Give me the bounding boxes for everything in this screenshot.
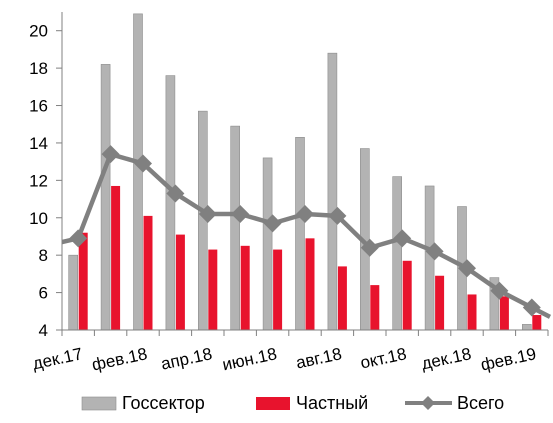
bar-chastny (143, 215, 153, 330)
total-line-marker (198, 205, 217, 224)
y-tick-label: 16 (29, 97, 48, 116)
x-tick-label: фев.19 (479, 344, 538, 374)
bar-gossektor (295, 137, 305, 331)
legend-label-gossektor: Госсектор (122, 393, 205, 413)
bar-chastny (175, 234, 185, 330)
bar-chastny (111, 185, 121, 330)
bar-chastny (370, 285, 380, 330)
bar-chastny (435, 275, 445, 330)
bar-chastny (499, 296, 509, 330)
x-tick-label: июн.18 (221, 344, 279, 374)
total-line-marker (263, 214, 282, 233)
bar-chastny (337, 266, 347, 330)
y-tick-label: 12 (29, 171, 48, 190)
total-line-marker (425, 242, 444, 261)
total-line-marker (490, 281, 509, 300)
total-line-marker (231, 205, 250, 224)
y-tick-label: 14 (29, 134, 48, 153)
bar-chastny (240, 245, 250, 330)
bar-gossektor (165, 75, 176, 331)
legend-swatch-marker (421, 396, 435, 410)
total-line-marker (101, 145, 120, 164)
legend-label-chastny: Частный (296, 393, 368, 413)
bar-chastny (273, 249, 283, 330)
bar-chastny (532, 315, 542, 330)
bar-gossektor (327, 52, 338, 331)
total-line-marker (69, 229, 88, 248)
y-tick-label: 6 (39, 284, 48, 303)
y-tick-label: 4 (39, 321, 48, 340)
y-tick-label: 8 (39, 246, 48, 265)
y-tick-label: 20 (29, 22, 48, 41)
x-tick-label: авг.18 (294, 344, 343, 372)
bar-chastny (402, 260, 412, 330)
x-tick-label: окт.18 (359, 344, 409, 372)
y-tick-label: 10 (29, 209, 48, 228)
total-line-marker (328, 206, 347, 225)
bar-gossektor (392, 176, 403, 331)
legend: Госсектор Частный Всего (81, 393, 504, 413)
total-line-marker (360, 238, 379, 257)
y-tick-label: 18 (29, 59, 48, 78)
bar-chastny (208, 249, 218, 330)
total-line-marker (134, 154, 152, 173)
x-axis: дек.17 фев.18 апр.18 июн.18 авг.18 окт.18 дек.… (31, 329, 549, 375)
total-line-marker (458, 259, 476, 278)
bar-chastny (78, 232, 88, 330)
legend-swatch-chastny (256, 397, 290, 410)
bar-chastny (467, 294, 477, 330)
bars (68, 13, 542, 331)
total-line-marker (166, 184, 185, 203)
total-line-marker (296, 205, 314, 224)
x-tick-label: фев.18 (90, 344, 149, 374)
x-tick-label: дек.17 (31, 344, 84, 373)
legend-swatch-gossektor (81, 396, 117, 411)
bar-chastny (305, 238, 315, 330)
legend-label-vsego: Всего (457, 393, 504, 413)
bar-gossektor (133, 13, 143, 331)
total-line-marker (393, 229, 412, 248)
bar-gossektor (230, 125, 240, 331)
bar-gossektor (262, 157, 273, 331)
bar-gossektor (521, 324, 532, 331)
y-axis: 4 6 8 10 12 14 16 18 20 (29, 12, 63, 340)
total-line-marker (522, 298, 541, 317)
bar-gossektor (68, 254, 78, 331)
x-tick-label: апр.18 (159, 344, 214, 373)
x-tick-label: дек.18 (420, 344, 473, 373)
bar-gossektor (100, 64, 111, 331)
total-line (61, 145, 552, 319)
